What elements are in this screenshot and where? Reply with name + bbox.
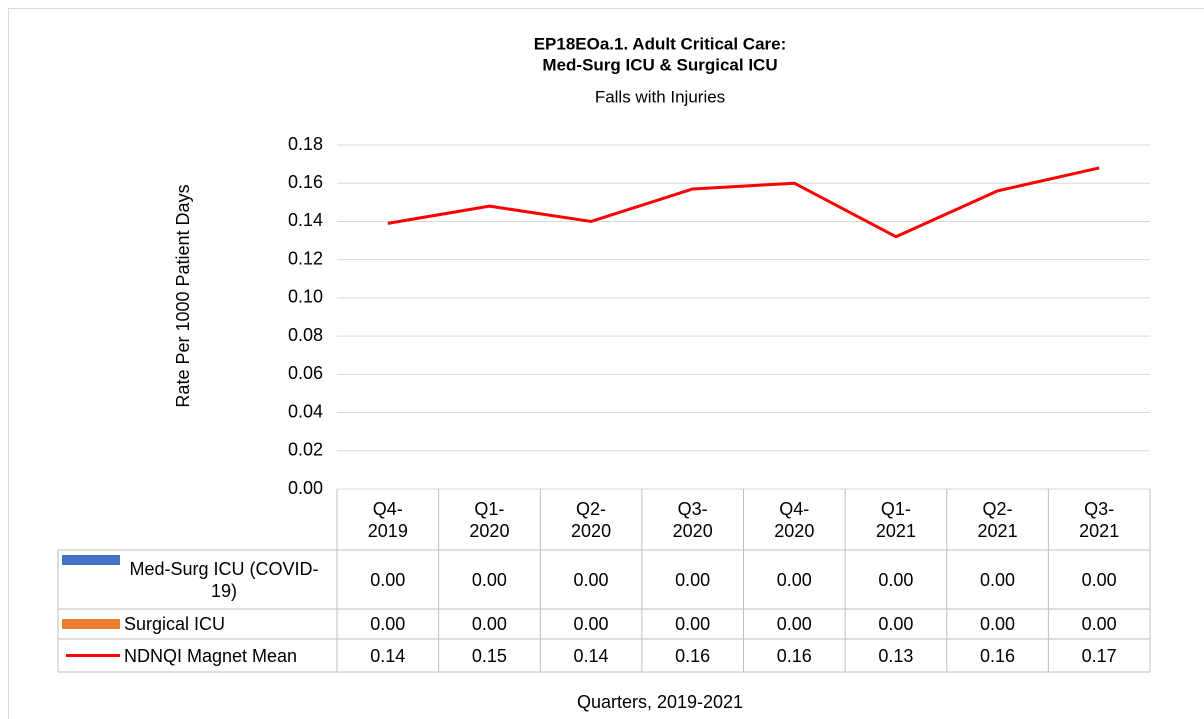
data-label-text: 0.00 bbox=[1081, 614, 1117, 634]
data-label: 0.00 bbox=[744, 550, 846, 609]
x-tick-label: Q1-2020 bbox=[439, 489, 541, 550]
chart-title: Med-Surg ICU & Surgical ICU bbox=[542, 55, 777, 74]
x-tick-label: Q2-2021 bbox=[947, 489, 1049, 550]
x-tick-label-text: Q3-2020 bbox=[672, 498, 713, 541]
data-label-text: 0.00 bbox=[471, 614, 507, 634]
legend-label-text: Med-Surg ICU (COVID-19) bbox=[129, 558, 319, 601]
data-label-text: 0.00 bbox=[573, 614, 609, 634]
data-label: 0.00 bbox=[947, 609, 1049, 639]
data-label-text: 0.00 bbox=[878, 569, 914, 590]
x-axis-label: Quarters, 2019-2021 bbox=[577, 692, 743, 712]
data-label-text: 0.00 bbox=[980, 614, 1016, 634]
data-label-text: 0.00 bbox=[776, 614, 812, 634]
data-label: 0.15 bbox=[439, 639, 541, 672]
line bbox=[387, 166, 1100, 239]
data-label: 0.00 bbox=[1048, 609, 1150, 639]
data-label: 0.00 bbox=[1048, 550, 1150, 609]
x-tick-label: Q1-2021 bbox=[845, 489, 947, 550]
data-label: 0.00 bbox=[642, 609, 744, 639]
y-axis-label: Rate Per 1000 Patient Days bbox=[173, 184, 193, 407]
x-tick-label-text: Q2-2020 bbox=[571, 498, 612, 541]
data-label-text: 0.14 bbox=[370, 645, 406, 666]
data-label: 0.00 bbox=[337, 550, 439, 609]
legend-label: Med-Surg ICU (COVID-19) bbox=[124, 550, 333, 609]
data-label-text: 0.00 bbox=[776, 569, 812, 590]
data-label-text: 0.16 bbox=[675, 645, 711, 666]
data-label-text: 0.00 bbox=[675, 569, 711, 590]
x-tick-label: Q2-2020 bbox=[540, 489, 642, 550]
data-label-text: 0.14 bbox=[573, 645, 609, 666]
data-label: 0.00 bbox=[845, 550, 947, 609]
y-tick-label: 0.00 bbox=[288, 478, 323, 498]
data-label: 0.00 bbox=[744, 609, 846, 639]
x-tick-label-text: Q2-2021 bbox=[977, 498, 1018, 541]
data-label-text: 0.00 bbox=[573, 569, 609, 590]
x-tick-label: Q3-2021 bbox=[1048, 489, 1150, 550]
data-label-text: 0.15 bbox=[471, 645, 507, 666]
legend-label: NDNQI Magnet Mean bbox=[124, 639, 333, 672]
x-tick-label: Q4-2019 bbox=[337, 489, 439, 550]
legend-label-text: Surgical ICU bbox=[124, 614, 226, 634]
data-label-text: 0.00 bbox=[370, 569, 406, 590]
chart-title: EP18EOa.1. Adult Critical Care: bbox=[534, 34, 787, 53]
data-label: 0.00 bbox=[845, 609, 947, 639]
data-label-text: 0.17 bbox=[1081, 645, 1117, 666]
data-label-text: 0.00 bbox=[1081, 569, 1117, 590]
y-tick-label: 0.16 bbox=[288, 172, 323, 192]
x-tick-label-text: Q1-2020 bbox=[469, 498, 510, 541]
data-label: 0.00 bbox=[642, 550, 744, 609]
y-tick-label: 0.18 bbox=[288, 134, 323, 154]
x-tick-label: Q4-2020 bbox=[744, 489, 846, 550]
data-label: 0.00 bbox=[947, 550, 1049, 609]
data-label-text: 0.00 bbox=[675, 614, 711, 634]
x-tick-label: Q3-2020 bbox=[642, 489, 744, 550]
data-label: 0.16 bbox=[947, 639, 1049, 672]
y-tick-label: 0.08 bbox=[288, 325, 323, 345]
data-label: 0.13 bbox=[845, 639, 947, 672]
y-tick-label: 0.02 bbox=[288, 440, 323, 460]
chart-subtitle: Falls with Injuries bbox=[595, 87, 725, 106]
data-label-text: 0.00 bbox=[878, 614, 914, 634]
legend-key bbox=[62, 555, 120, 565]
data-label: 0.14 bbox=[337, 639, 439, 672]
x-tick-label-text: Q3-2021 bbox=[1079, 498, 1120, 541]
data-label: 0.14 bbox=[540, 639, 642, 672]
chart-border bbox=[8, 8, 1204, 719]
data-label: 0.00 bbox=[439, 550, 541, 609]
legend-key bbox=[62, 619, 120, 629]
data-label-text: 0.00 bbox=[980, 569, 1016, 590]
data-label-text: 0.00 bbox=[370, 614, 406, 634]
y-tick-label: 0.10 bbox=[288, 287, 323, 307]
data-label: 0.16 bbox=[642, 639, 744, 672]
data-label: 0.00 bbox=[337, 609, 439, 639]
data-label: 0.17 bbox=[1048, 639, 1150, 672]
x-tick-label-text: Q4-2020 bbox=[774, 498, 815, 541]
x-tick-label-text: Q4-2019 bbox=[367, 498, 408, 541]
data-label-text: 0.00 bbox=[471, 569, 507, 590]
data-label: 0.16 bbox=[744, 639, 846, 672]
data-label: 0.00 bbox=[439, 609, 541, 639]
y-tick-label: 0.06 bbox=[288, 363, 323, 383]
y-tick-label: 0.12 bbox=[288, 248, 323, 268]
data-label-text: 0.13 bbox=[878, 645, 914, 666]
y-tick-label: 0.04 bbox=[288, 401, 323, 421]
data-label: 0.00 bbox=[540, 550, 642, 609]
data-label-text: 0.16 bbox=[980, 645, 1016, 666]
data-label-text: 0.16 bbox=[776, 645, 812, 666]
data-label: 0.00 bbox=[540, 609, 642, 639]
y-tick-label: 0.14 bbox=[288, 210, 323, 230]
x-tick-label-text: Q1-2021 bbox=[875, 498, 916, 541]
legend-label: Surgical ICU bbox=[124, 609, 333, 639]
legend-label-text: NDNQI Magnet Mean bbox=[124, 645, 298, 666]
